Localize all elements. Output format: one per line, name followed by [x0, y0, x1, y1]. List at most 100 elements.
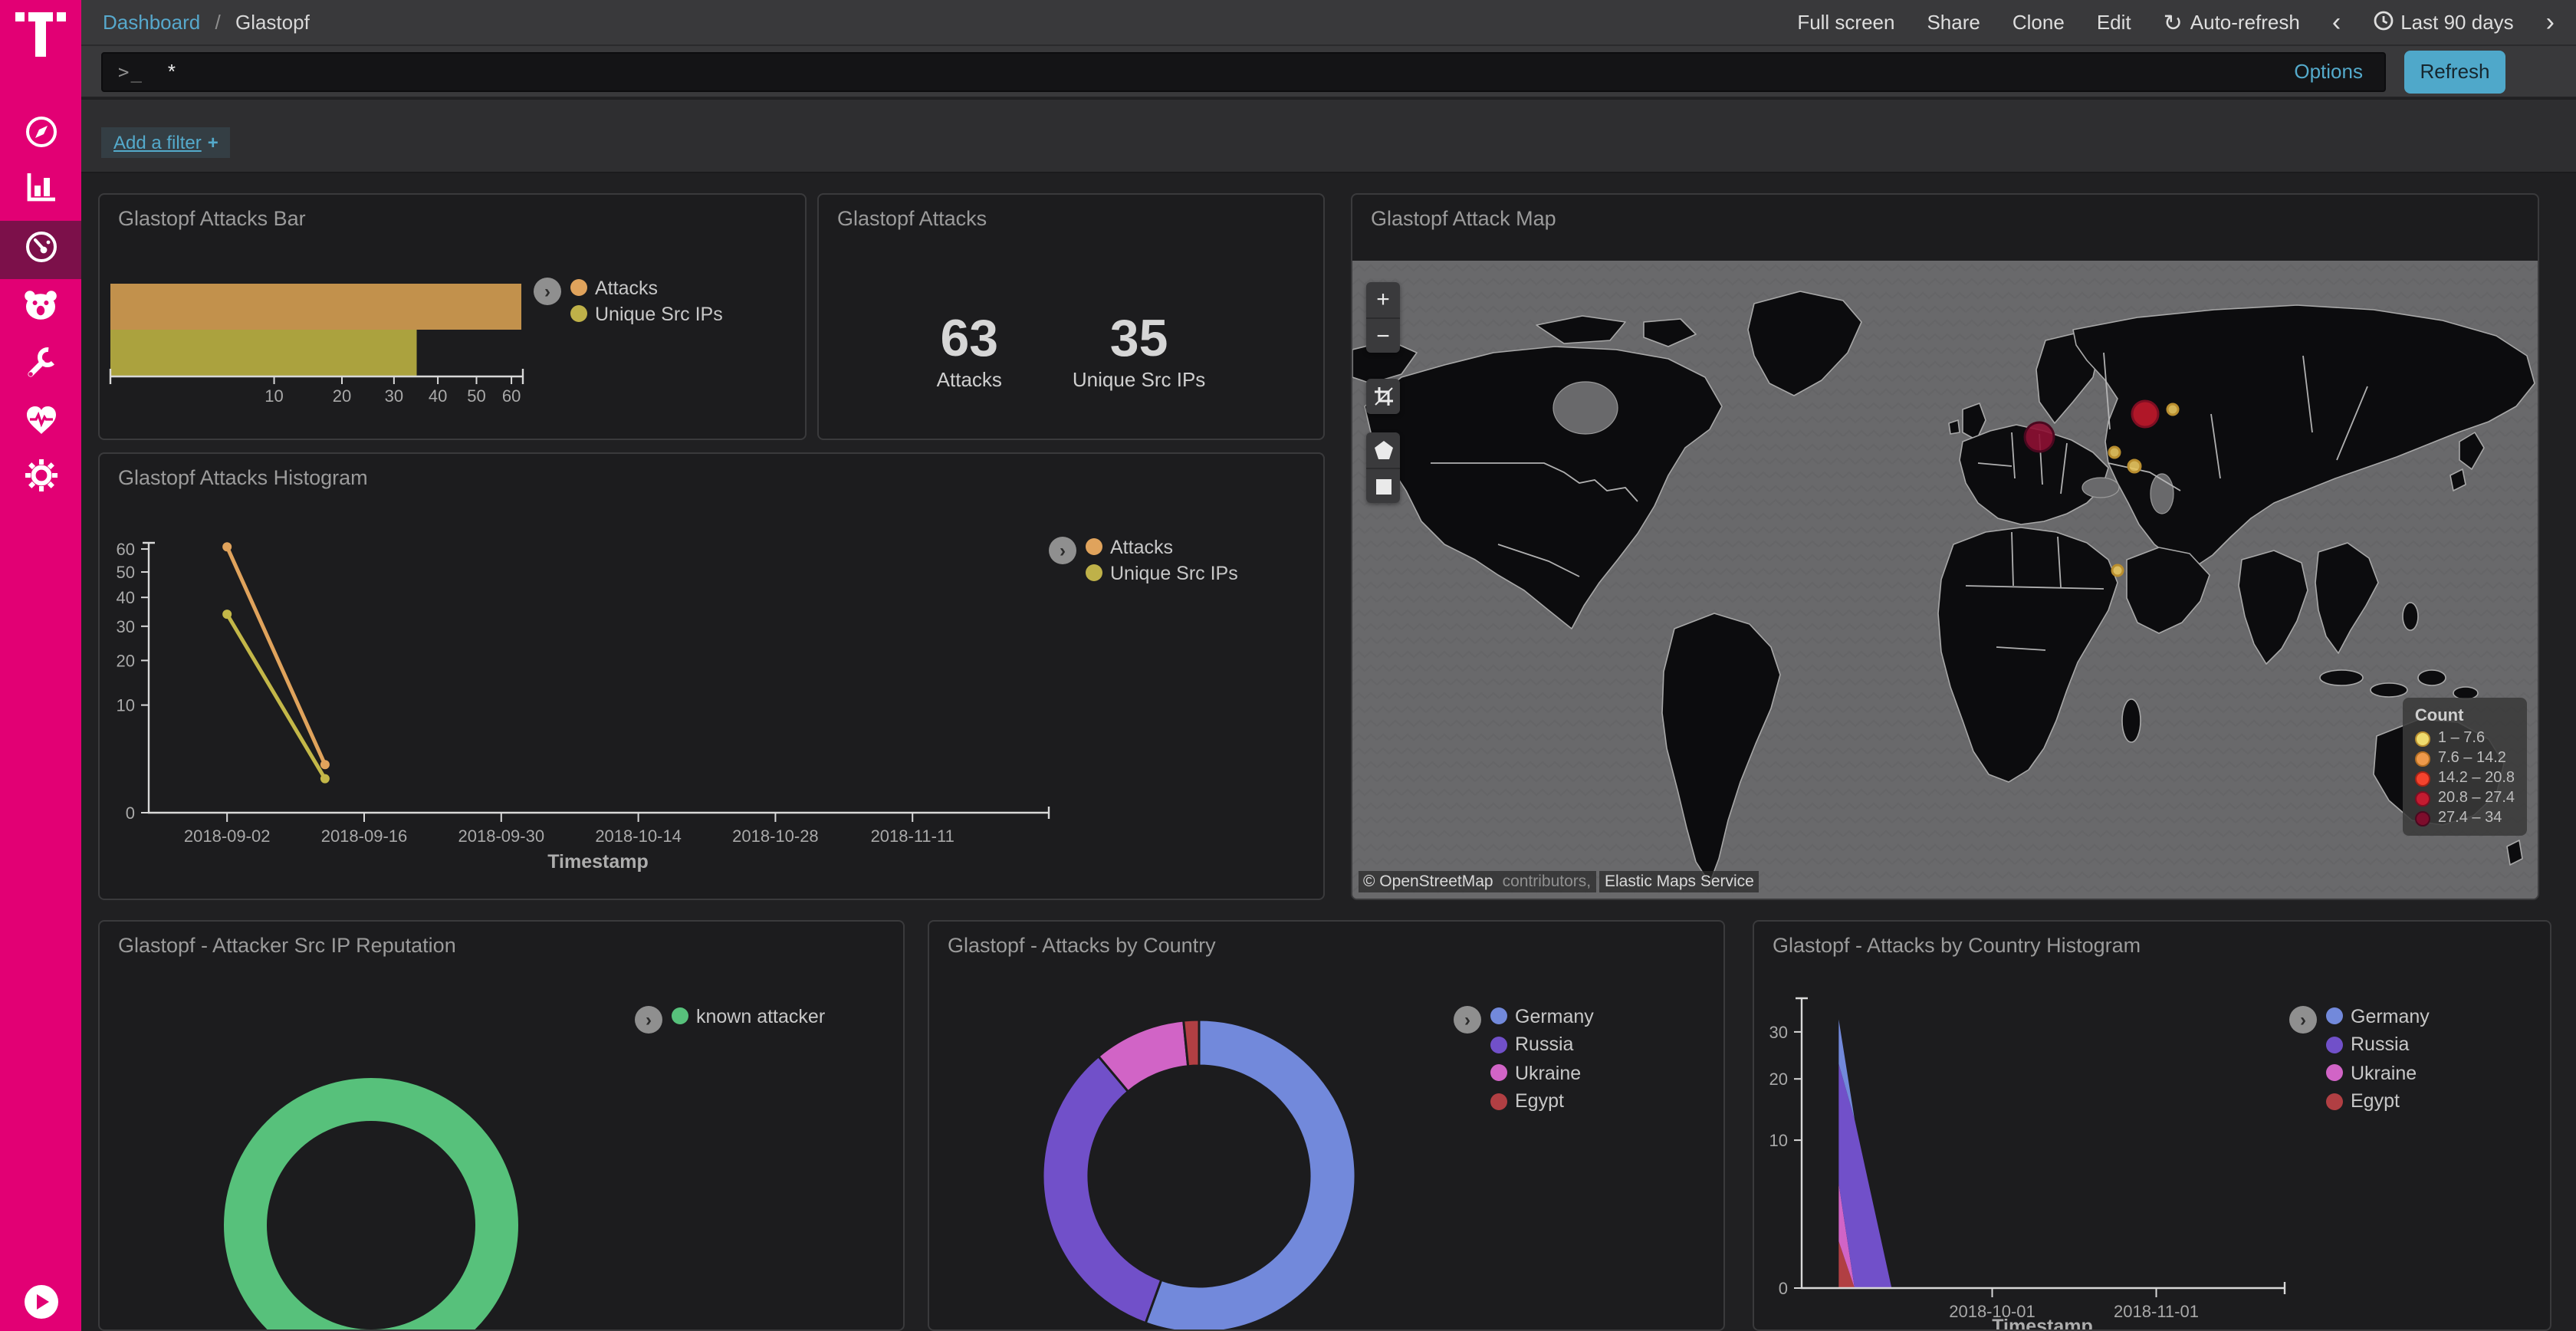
- legend-label: Russia: [2351, 1034, 2409, 1055]
- legend-item[interactable]: Ukraine: [1490, 1063, 1594, 1083]
- attack-location-dot[interactable]: [2167, 404, 2178, 415]
- map-legend-dot: [2415, 810, 2430, 826]
- map-legend-dot: [2415, 790, 2430, 806]
- auto-refresh-button[interactable]: ↻ Auto-refresh: [2164, 8, 2300, 36]
- time-back-arrow[interactable]: ‹: [2332, 12, 2341, 32]
- legend-item[interactable]: Unique Src IPs: [1086, 563, 1238, 583]
- map-legend-item: 14.2 – 20.8: [2415, 770, 2515, 787]
- legend: › Germany Russia Ukraine Egypt: [1454, 1006, 1594, 1119]
- svg-text:0: 0: [126, 804, 135, 823]
- map-legend-dot: [2415, 751, 2430, 766]
- sidebar-item-visualize[interactable]: [0, 163, 81, 219]
- map-count-legend: Count 1 – 7.67.6 – 14.214.2 – 20.820.8 –…: [2403, 698, 2527, 836]
- sidebar-item-discover[interactable]: [0, 107, 81, 164]
- dashboard-actions-menu: Full screen Share Clone Edit ↻ Auto-refr…: [1797, 8, 2555, 36]
- svg-text:Timestamp: Timestamp: [1992, 1316, 2093, 1331]
- terminal-prompt-icon: >_: [118, 61, 143, 82]
- world-map-svg: [1352, 261, 2538, 900]
- sidebar-item-monitoring[interactable]: [0, 396, 81, 452]
- svg-text:50: 50: [467, 386, 485, 406]
- breadcrumb-dashboard-link[interactable]: Dashboard: [103, 11, 200, 34]
- svg-text:40: 40: [117, 588, 135, 607]
- query-text[interactable]: *: [168, 60, 2294, 83]
- legend-label: known attacker: [696, 1005, 825, 1027]
- world-map[interactable]: + −: [1352, 261, 2538, 900]
- elastic-maps-service-link[interactable]: Elastic Maps Service: [1600, 871, 1759, 892]
- legend-item[interactable]: Germany: [1490, 1006, 1594, 1026]
- svg-text:2018-11-01: 2018-11-01: [2114, 1302, 2199, 1321]
- svg-text:30: 30: [385, 386, 403, 406]
- svg-text:50: 50: [117, 563, 135, 582]
- legend-expand-button[interactable]: ›: [1049, 537, 1076, 564]
- legend-item[interactable]: Ukraine: [2326, 1063, 2430, 1083]
- legend-item[interactable]: Germany: [2326, 1006, 2430, 1026]
- legend-item[interactable]: Egypt: [2326, 1091, 2430, 1111]
- svg-text:2018-10-28: 2018-10-28: [732, 827, 819, 846]
- country-donut-chart[interactable]: [929, 922, 1725, 1331]
- wrench-icon: [22, 345, 59, 389]
- legend-expand-button[interactable]: ›: [2289, 1006, 2317, 1034]
- metric-value: 35: [1073, 311, 1205, 366]
- refresh-button[interactable]: Refresh: [2404, 50, 2505, 93]
- pentagon-icon: [1373, 440, 1393, 460]
- legend-expand-button[interactable]: ›: [534, 278, 561, 305]
- map-zoom-in-button[interactable]: +: [1366, 282, 1400, 317]
- legend-item[interactable]: known attacker: [672, 1006, 825, 1026]
- legend-color-dot: [1490, 1093, 1507, 1109]
- telekom-t-logo[interactable]: [15, 11, 66, 66]
- metric-attacks: 63 Attacks: [937, 311, 1002, 391]
- map-draw-rect-button[interactable]: [1366, 468, 1400, 503]
- map-fit-bounds-button[interactable]: [1366, 379, 1400, 414]
- sidebar-item-timelion[interactable]: [0, 281, 81, 337]
- legend-item[interactable]: Attacks: [1086, 537, 1238, 557]
- sidebar-expand-button[interactable]: [25, 1285, 58, 1319]
- legend-item[interactable]: Unique Src IPs: [570, 304, 723, 324]
- search-input[interactable]: >_ * Options: [101, 51, 2386, 91]
- panel-attacks-metric: Glastopf Attacks 63 Attacks 35 Unique Sr…: [817, 193, 1325, 440]
- legend-item[interactable]: Egypt: [1490, 1091, 1594, 1111]
- reputation-donut-chart[interactable]: [100, 922, 905, 1331]
- bear-icon: [21, 287, 60, 331]
- time-forward-arrow[interactable]: ›: [2546, 12, 2555, 32]
- sidebar-item-dashboard[interactable]: [0, 221, 81, 279]
- sidebar-item-management[interactable]: [0, 451, 81, 508]
- attack-location-dot[interactable]: [2109, 447, 2120, 458]
- filter-bar: Add a filter+: [81, 100, 2576, 173]
- map-legend-item: 27.4 – 34: [2415, 810, 2515, 827]
- openstreetmap-link[interactable]: © OpenStreetMap: [1359, 871, 1498, 892]
- attack-location-dot[interactable]: [2128, 460, 2141, 472]
- map-legend-item: 7.6 – 14.2: [2415, 750, 2515, 767]
- share-button[interactable]: Share: [1927, 11, 1980, 34]
- heartbeat-icon: [22, 402, 59, 446]
- breadcrumb-separator: /: [215, 11, 220, 34]
- map-zoom-out-button[interactable]: −: [1366, 317, 1400, 353]
- plus-icon: +: [208, 132, 219, 153]
- legend-item[interactable]: Attacks: [570, 278, 723, 297]
- time-range-picker[interactable]: Last 90 days: [2373, 10, 2513, 35]
- attack-location-dot[interactable]: [2025, 422, 2054, 452]
- legend-label: Egypt: [2351, 1090, 2400, 1112]
- svg-text:0: 0: [1779, 1279, 1788, 1298]
- legend-expand-button[interactable]: ›: [635, 1006, 662, 1034]
- attacks-line-chart[interactable]: 01020304050602018-09-022018-09-162018-09…: [100, 454, 1325, 900]
- attack-location-dot[interactable]: [2112, 565, 2123, 576]
- map-fit-control: [1366, 379, 1400, 414]
- legend: › Attacks Unique Src IPs: [1049, 537, 1238, 589]
- legend-label: Russia: [1515, 1034, 1573, 1055]
- map-draw-polygon-button[interactable]: [1366, 432, 1400, 468]
- legend-item[interactable]: Russia: [1490, 1034, 1594, 1054]
- svg-text:10: 10: [117, 696, 135, 715]
- options-link[interactable]: Options: [2294, 60, 2369, 83]
- edit-button[interactable]: Edit: [2097, 11, 2131, 34]
- legend-expand-button[interactable]: ›: [1454, 1006, 1481, 1034]
- sidebar-item-devtools[interactable]: [0, 339, 81, 396]
- country-area-chart[interactable]: 01020302018-10-012018-11-01Timestamp: [1754, 922, 2551, 1331]
- attack-location-dot[interactable]: [2132, 401, 2158, 427]
- full-screen-button[interactable]: Full screen: [1797, 11, 1894, 34]
- breadcrumb-current: Glastopf: [235, 11, 310, 34]
- play-arrow-icon: [37, 1294, 49, 1310]
- clone-button[interactable]: Clone: [2013, 11, 2065, 34]
- svg-text:20: 20: [333, 386, 351, 406]
- add-filter-button[interactable]: Add a filter+: [101, 127, 231, 158]
- legend-item[interactable]: Russia: [2326, 1034, 2430, 1054]
